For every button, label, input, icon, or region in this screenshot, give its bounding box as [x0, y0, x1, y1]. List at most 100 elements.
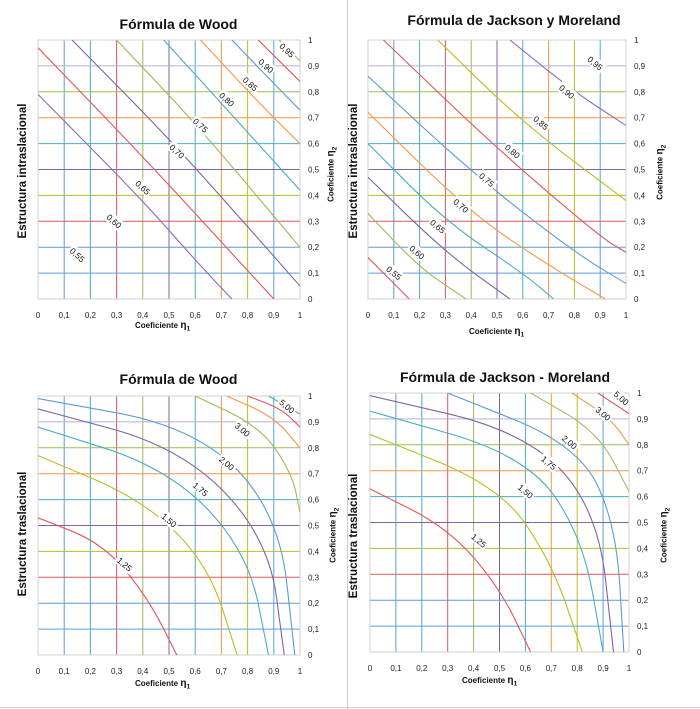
y2-axis-label: Coeficiente η2 [659, 500, 672, 570]
chart-plot-wood-tras: 0 0,1 0,2 0,3 0,4 0,5 0,6 0,7 0,8 0,9 100,10,20,30… [36, 392, 320, 676]
x-tick-label: 0,8 [242, 311, 254, 320]
x-tick-label: 0,3 [111, 667, 123, 676]
x-tick-label: 0,6 [190, 667, 202, 676]
y-tick-label: 0,7 [308, 114, 320, 123]
x-axis-label-text: Coeficiente [135, 679, 181, 688]
x-tick-label: 0,1 [59, 667, 71, 676]
x-axis-label-sub: 1 [186, 325, 191, 333]
x-tick-label: 0,5 [163, 667, 175, 676]
contour-line [38, 408, 285, 655]
y-tick-label: 1 [637, 389, 642, 398]
y2-axis-label-sub: 2 [664, 507, 672, 512]
x-tick-label: 0,2 [414, 311, 426, 320]
contour-label-bg [514, 480, 537, 502]
x-axis-label-symbol: η [180, 320, 187, 331]
y-tick-label: 0,5 [308, 166, 320, 175]
contour-label-bg [113, 553, 136, 575]
x-tick-label: 0,8 [572, 664, 584, 673]
y-tick-label: 0 [637, 648, 642, 657]
contour-line [38, 426, 270, 655]
x-tick-label: 0,9 [598, 664, 610, 673]
y-tick-label: 0,7 [637, 467, 649, 476]
x-tick-label: 0,8 [569, 311, 581, 320]
y2-axis-label-text: Coeficiente [659, 517, 669, 563]
chart-panel-wood-intra: Fórmula de Wood Estructura intraslaciona… [0, 0, 347, 350]
contour-line [71, 40, 300, 287]
x-tick-label: 0,4 [137, 311, 149, 320]
y-tick-label: 0,1 [634, 269, 646, 278]
y-tick-label: 0,4 [634, 191, 646, 200]
contour-line [530, 393, 629, 492]
contour-line [231, 40, 300, 111]
x-axis-label-symbol: η [514, 326, 521, 337]
x-axis-label: Coeficiente η1 [469, 326, 524, 339]
contour-line [247, 396, 300, 428]
y-tick-label: 0,7 [308, 470, 320, 479]
chart-plot-jm-intra: 0 0,1 0,2 0,3 0,4 0,5 0,6 0,7 0,8 0,9 100,10,20,30… [366, 36, 646, 320]
contour-label-bg [276, 395, 299, 417]
contour-label: 0,70 [450, 194, 473, 217]
y-tick-label: 0,5 [634, 166, 646, 175]
y-tick-label: 0,4 [637, 544, 649, 553]
x-tick-label: 0,3 [440, 311, 452, 320]
x-tick-label: 0,5 [491, 311, 503, 320]
x-tick-label: 0 [366, 311, 371, 320]
x-axis-label-text: Coeficiente [135, 321, 181, 330]
plot-border [369, 392, 630, 653]
contour-label: 0,95 [276, 39, 299, 61]
contour-line [368, 213, 467, 299]
x-tick-label: 0,9 [268, 667, 280, 676]
contour-line [370, 410, 604, 652]
contour-line [163, 40, 300, 191]
contour-label-bg [475, 168, 499, 191]
contour-label-bg [215, 452, 239, 474]
contour-line [597, 393, 629, 415]
y-tick-label: 0,8 [634, 88, 646, 97]
plot-border [37, 39, 301, 300]
y2-axis-label-sub: 2 [660, 144, 668, 149]
x-axis-label-sub: 1 [513, 680, 518, 688]
y-tick-label: 0,8 [637, 441, 649, 450]
y-tick-label: 0,8 [308, 88, 320, 97]
contour-line [226, 396, 300, 449]
contour-label: 0,95 [584, 52, 607, 74]
y-tick-label: 0,9 [634, 62, 646, 71]
contour-label-bg [189, 114, 212, 136]
chart-plot-jm-tras: 0 0,1 0,2 0,3 0,4 0,5 0,6 0,7 0,8 0,9 100,10,20,30… [368, 387, 649, 673]
y-tick-label: 1 [308, 392, 313, 401]
contour-label: 0,85 [239, 72, 262, 95]
x-tick-label: 0,1 [390, 664, 402, 673]
contour-line [368, 176, 511, 299]
contour-label-bg [406, 241, 429, 263]
x-axis-label: Coeficiente η1 [135, 678, 190, 691]
plot-border [367, 39, 627, 300]
y2-axis-label: Coeficiente η2 [326, 139, 339, 209]
y-tick-label: 0,6 [308, 496, 320, 505]
y2-axis-label-symbol: η [325, 150, 337, 157]
x-axis-label: Coeficiente η1 [462, 675, 517, 688]
contour-label-bg [166, 140, 189, 162]
chart-panel-jm-tras: Fórmula de Jackson - Moreland Estructura… [348, 355, 700, 707]
contour-line [257, 40, 300, 82]
x-tick-label: 0,9 [595, 311, 607, 320]
y2-axis-label-symbol: η [327, 511, 339, 518]
y-tick-label: 0 [634, 295, 639, 304]
contour-line [38, 398, 296, 655]
contour-line [38, 517, 178, 655]
y-tick-label: 0,9 [308, 418, 320, 427]
y-tick-label: 0,6 [634, 140, 646, 149]
y-tick-label: 0,9 [637, 415, 649, 424]
contour-label-bg [537, 451, 561, 474]
y-tick-label: 0,4 [308, 191, 320, 200]
x-axis-label: Coeficiente η1 [135, 320, 190, 333]
y-tick-label: 0,5 [637, 519, 649, 528]
x-tick-label: 1 [298, 311, 303, 320]
x-tick-label: 0,5 [163, 311, 175, 320]
chart-title: Fórmula de Jackson - Moreland [399, 369, 611, 385]
chart-panel-jm-intra: Fórmula de Jackson y Moreland Estructura… [348, 0, 700, 350]
x-axis-label-symbol: η [180, 678, 187, 689]
x-tick-label: 0,7 [216, 667, 228, 676]
x-axis-label-sub: 1 [186, 683, 191, 691]
x-tick-label: 1 [627, 664, 632, 673]
y-tick-label: 0,5 [308, 522, 320, 531]
